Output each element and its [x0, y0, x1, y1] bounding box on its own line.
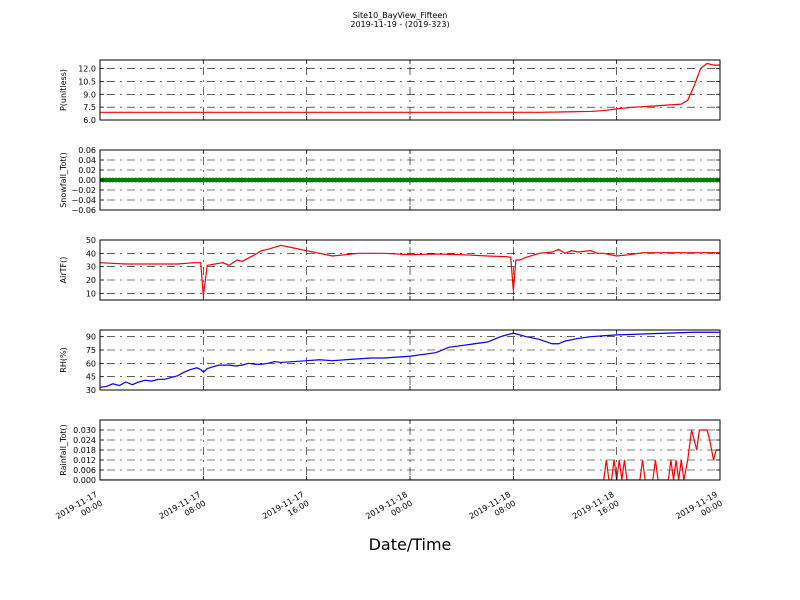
x-tick-label: 2019-11-1900:00	[674, 490, 724, 530]
y-tick-label: 30	[86, 386, 96, 395]
panel-4: 30 45 60 75 90 RH(%)	[59, 329, 721, 395]
y-tick-label: 0.04	[78, 156, 96, 165]
panel-3: 10 20 30 40 50 AirTF()	[59, 236, 721, 301]
x-tick-label: 2019-11-1800:00	[364, 490, 414, 530]
y-tick-label: −0.04	[71, 196, 96, 205]
chart-subtitle: 2019-11-19 - (2019-323)	[350, 20, 450, 29]
y-tick-label: 20	[86, 276, 96, 285]
series-line	[100, 331, 720, 388]
y-tick-label: 0.006	[73, 466, 96, 475]
y-tick-label: 75	[86, 346, 96, 355]
x-tick-label: 2019-11-1816:00	[571, 490, 621, 530]
y-tick-label: 0.012	[73, 456, 96, 465]
y-tick-label: 7.5	[83, 103, 96, 112]
y-tick-label: −0.02	[71, 186, 96, 195]
panel-2: −0.06−0.04−0.020.000.020.040.06 Snowfall_…	[59, 146, 721, 215]
y-axis-label: P(unitless)	[59, 69, 68, 111]
x-tick-label: 2019-11-1700:00	[54, 490, 104, 530]
y-tick-label: 90	[86, 333, 96, 342]
x-tick-label: 2019-11-1808:00	[468, 490, 518, 530]
y-tick-label: 0.000	[73, 476, 96, 485]
y-tick-label: 0.06	[78, 146, 96, 155]
chart-title: Site10_BayView_Fifteen	[352, 11, 448, 20]
y-tick-label: 40	[86, 249, 96, 258]
series-line	[100, 62, 720, 113]
y-axis-label: Snowfall_Tot()	[59, 152, 68, 208]
y-tick-label: 9.0	[83, 90, 96, 99]
y-axis-label: AirTF()	[59, 257, 68, 284]
y-tick-label: 10.5	[78, 77, 96, 86]
y-axis-label: Rainfall_Tot()	[59, 424, 68, 476]
y-tick-label: 0.018	[73, 446, 96, 455]
y-tick-label: 30	[86, 263, 96, 272]
x-tick-label: 2019-11-1708:00	[158, 490, 208, 530]
y-tick-label: 50	[86, 236, 96, 245]
y-tick-label: −0.06	[71, 206, 96, 215]
y-tick-label: 60	[86, 359, 96, 368]
y-tick-label: 12.0	[78, 65, 96, 74]
y-tick-label: 0.00	[78, 176, 96, 185]
y-axis-label: RH(%)	[59, 347, 68, 372]
x-axis-label: Date/Time	[368, 535, 452, 554]
x-tick-label: 2019-11-1716:00	[261, 490, 311, 530]
y-tick-label: 6.0	[83, 116, 96, 125]
series-markers	[100, 177, 720, 183]
y-tick-label: 10	[86, 289, 96, 298]
series-line	[100, 429, 720, 480]
y-tick-label: 0.030	[73, 426, 96, 435]
series-line	[100, 244, 720, 297]
y-tick-label: 0.02	[78, 166, 96, 175]
y-tick-label: 0.024	[73, 436, 96, 445]
panel-1: 6.0 7.5 9.0 10.5 12.0 P(unitless)	[59, 59, 721, 125]
y-tick-label: 45	[86, 373, 96, 382]
